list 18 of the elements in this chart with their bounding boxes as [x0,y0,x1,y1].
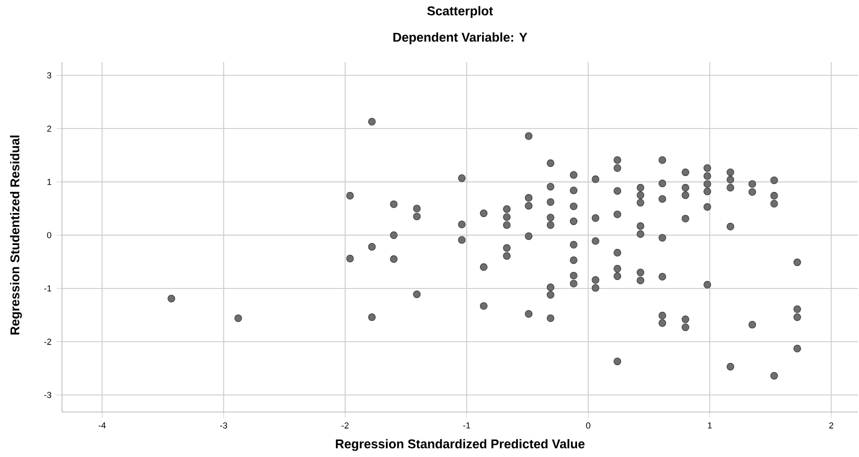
x-tick-label: -2 [342,422,349,428]
y-tick-label: 1 [47,178,52,185]
x-tick-label: -4 [98,422,106,428]
x-tick-label: 0 [586,422,590,429]
x-axis-title: Regression Standardized Predicted Value [336,439,585,451]
y-axis-title: Regression Studentized Residual [10,136,22,334]
x-tick-label: -1 [463,422,470,428]
y-tick-label: 0 [47,232,52,238]
chart-subtitle: Dependent Variable: Y [393,32,528,44]
x-tick-label: 2 [829,422,834,428]
x-tick-label: -3 [220,422,228,429]
y-tick-label: 2 [47,126,52,132]
y-tick-label: -1 [44,285,52,292]
chart-title: Scatterplot [427,6,493,18]
x-tick-label: 1 [708,422,712,428]
y-tick-label: 3 [47,72,52,78]
y-tick-label: -2 [44,338,52,345]
y-tick-label: -3 [44,392,52,398]
